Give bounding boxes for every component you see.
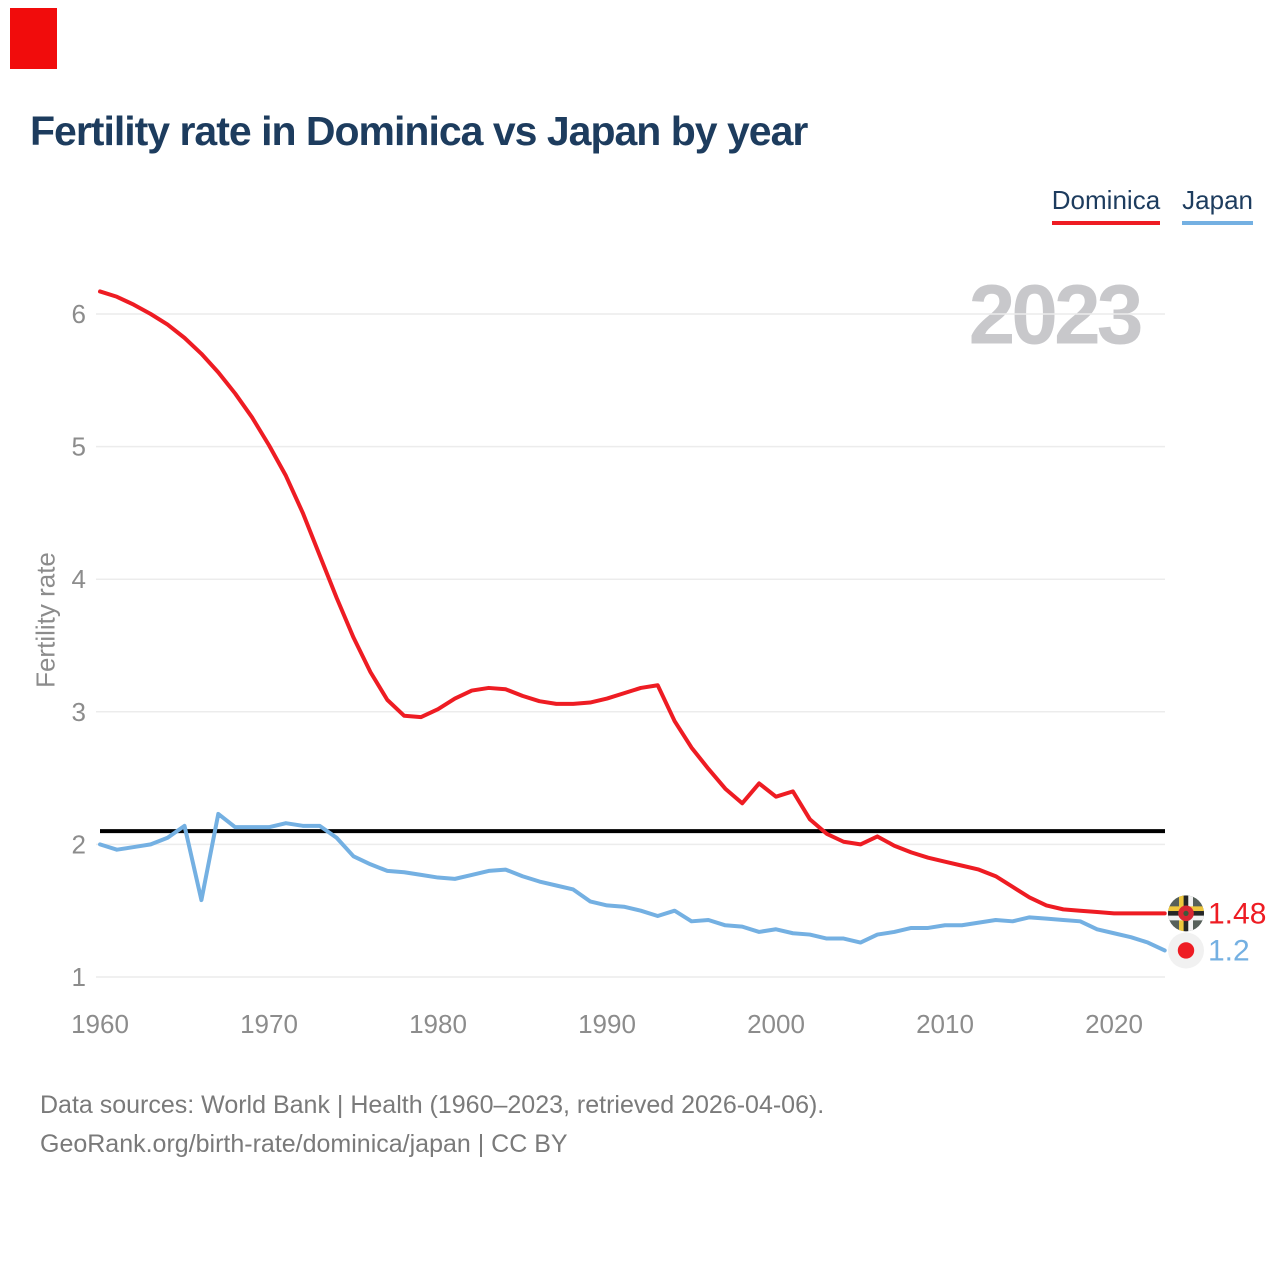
x-tick-label: 1960	[71, 1009, 129, 1039]
page-title: Fertility rate in Dominica vs Japan by y…	[30, 108, 808, 154]
y-tick-label: 4	[72, 564, 86, 594]
end-value-japan: 1.2	[1208, 934, 1250, 967]
y-tick-label: 2	[72, 829, 86, 859]
dominica-flag-icon	[1168, 895, 1204, 932]
legend-item-japan[interactable]: Japan	[1182, 185, 1253, 225]
y-tick-label: 5	[72, 432, 86, 462]
series-line-japan	[98, 811, 1167, 953]
footer: Data sources: World Bank | Health (1960–…	[40, 1086, 824, 1164]
red-annotation-box	[10, 8, 57, 69]
x-tick-label: 1980	[409, 1009, 467, 1039]
x-tick-label: 1970	[240, 1009, 298, 1039]
y-tick-label: 1	[72, 962, 86, 992]
legend: Dominica Japan	[1051, 185, 1253, 225]
footer-sources-line: Data sources: World Bank | Health (1960–…	[40, 1091, 825, 1119]
legend-item-dominica[interactable]: Dominica	[1051, 185, 1161, 225]
x-tick-label: 2000	[747, 1009, 805, 1039]
x-tick-label: 2020	[1085, 1009, 1143, 1039]
series-line-dominica	[98, 289, 1167, 916]
japan-flag-icon	[1168, 932, 1204, 969]
end-value-dominica: 1.48	[1208, 897, 1266, 930]
y-tick-label: 3	[72, 697, 86, 727]
x-tick-label: 1990	[578, 1009, 636, 1039]
x-tick-label: 2010	[916, 1009, 974, 1039]
y-tick-label: 6	[72, 299, 86, 329]
footer-attribution-line: GeoRank.org/birth-rate/dominica/japan | …	[40, 1130, 568, 1158]
